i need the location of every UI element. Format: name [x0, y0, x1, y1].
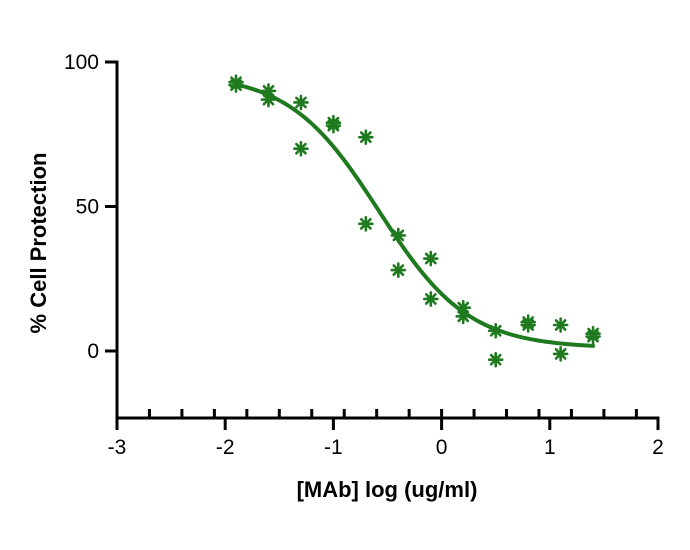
data-point — [293, 94, 309, 111]
x-tick-label: 1 — [544, 436, 556, 459]
data-point — [422, 250, 439, 267]
data-point — [455, 308, 472, 325]
x-ticks: -3 -2 -1 0 1 2 — [108, 409, 664, 459]
y-ticks: 0 50 100 — [64, 51, 117, 363]
y-tick-label: 50 — [76, 196, 99, 219]
data-point — [552, 346, 569, 362]
x-tick-label: -2 — [216, 436, 235, 459]
data-points — [228, 74, 601, 368]
data-point — [358, 216, 374, 232]
data-point — [260, 83, 277, 99]
data-point — [520, 317, 536, 333]
x-tick-label: 0 — [436, 436, 448, 459]
x-tick-label: -3 — [108, 436, 127, 459]
data-point — [455, 299, 472, 316]
x-tick-label: 2 — [652, 436, 664, 459]
data-point — [390, 227, 407, 244]
data-point — [487, 351, 504, 368]
fit-curve — [234, 82, 596, 348]
x-axis-title: [MAb] log (ug/ml) — [297, 477, 478, 502]
y-axis-title: % Cell Protection — [26, 153, 51, 334]
data-point — [585, 328, 601, 345]
data-point — [390, 262, 407, 278]
y-axis: 0 50 100 — [64, 51, 119, 424]
data-point — [487, 322, 504, 339]
data-point — [358, 129, 374, 145]
data-point — [293, 140, 309, 157]
y-tick-label: 0 — [87, 340, 99, 363]
y-tick-label: 100 — [64, 51, 99, 74]
x-axis: -3 -2 -1 0 1 2 — [108, 409, 664, 459]
data-point — [422, 291, 439, 307]
data-point — [325, 117, 342, 134]
data-point — [228, 74, 244, 91]
data-point — [552, 317, 569, 333]
x-tick-label: -1 — [324, 436, 343, 459]
